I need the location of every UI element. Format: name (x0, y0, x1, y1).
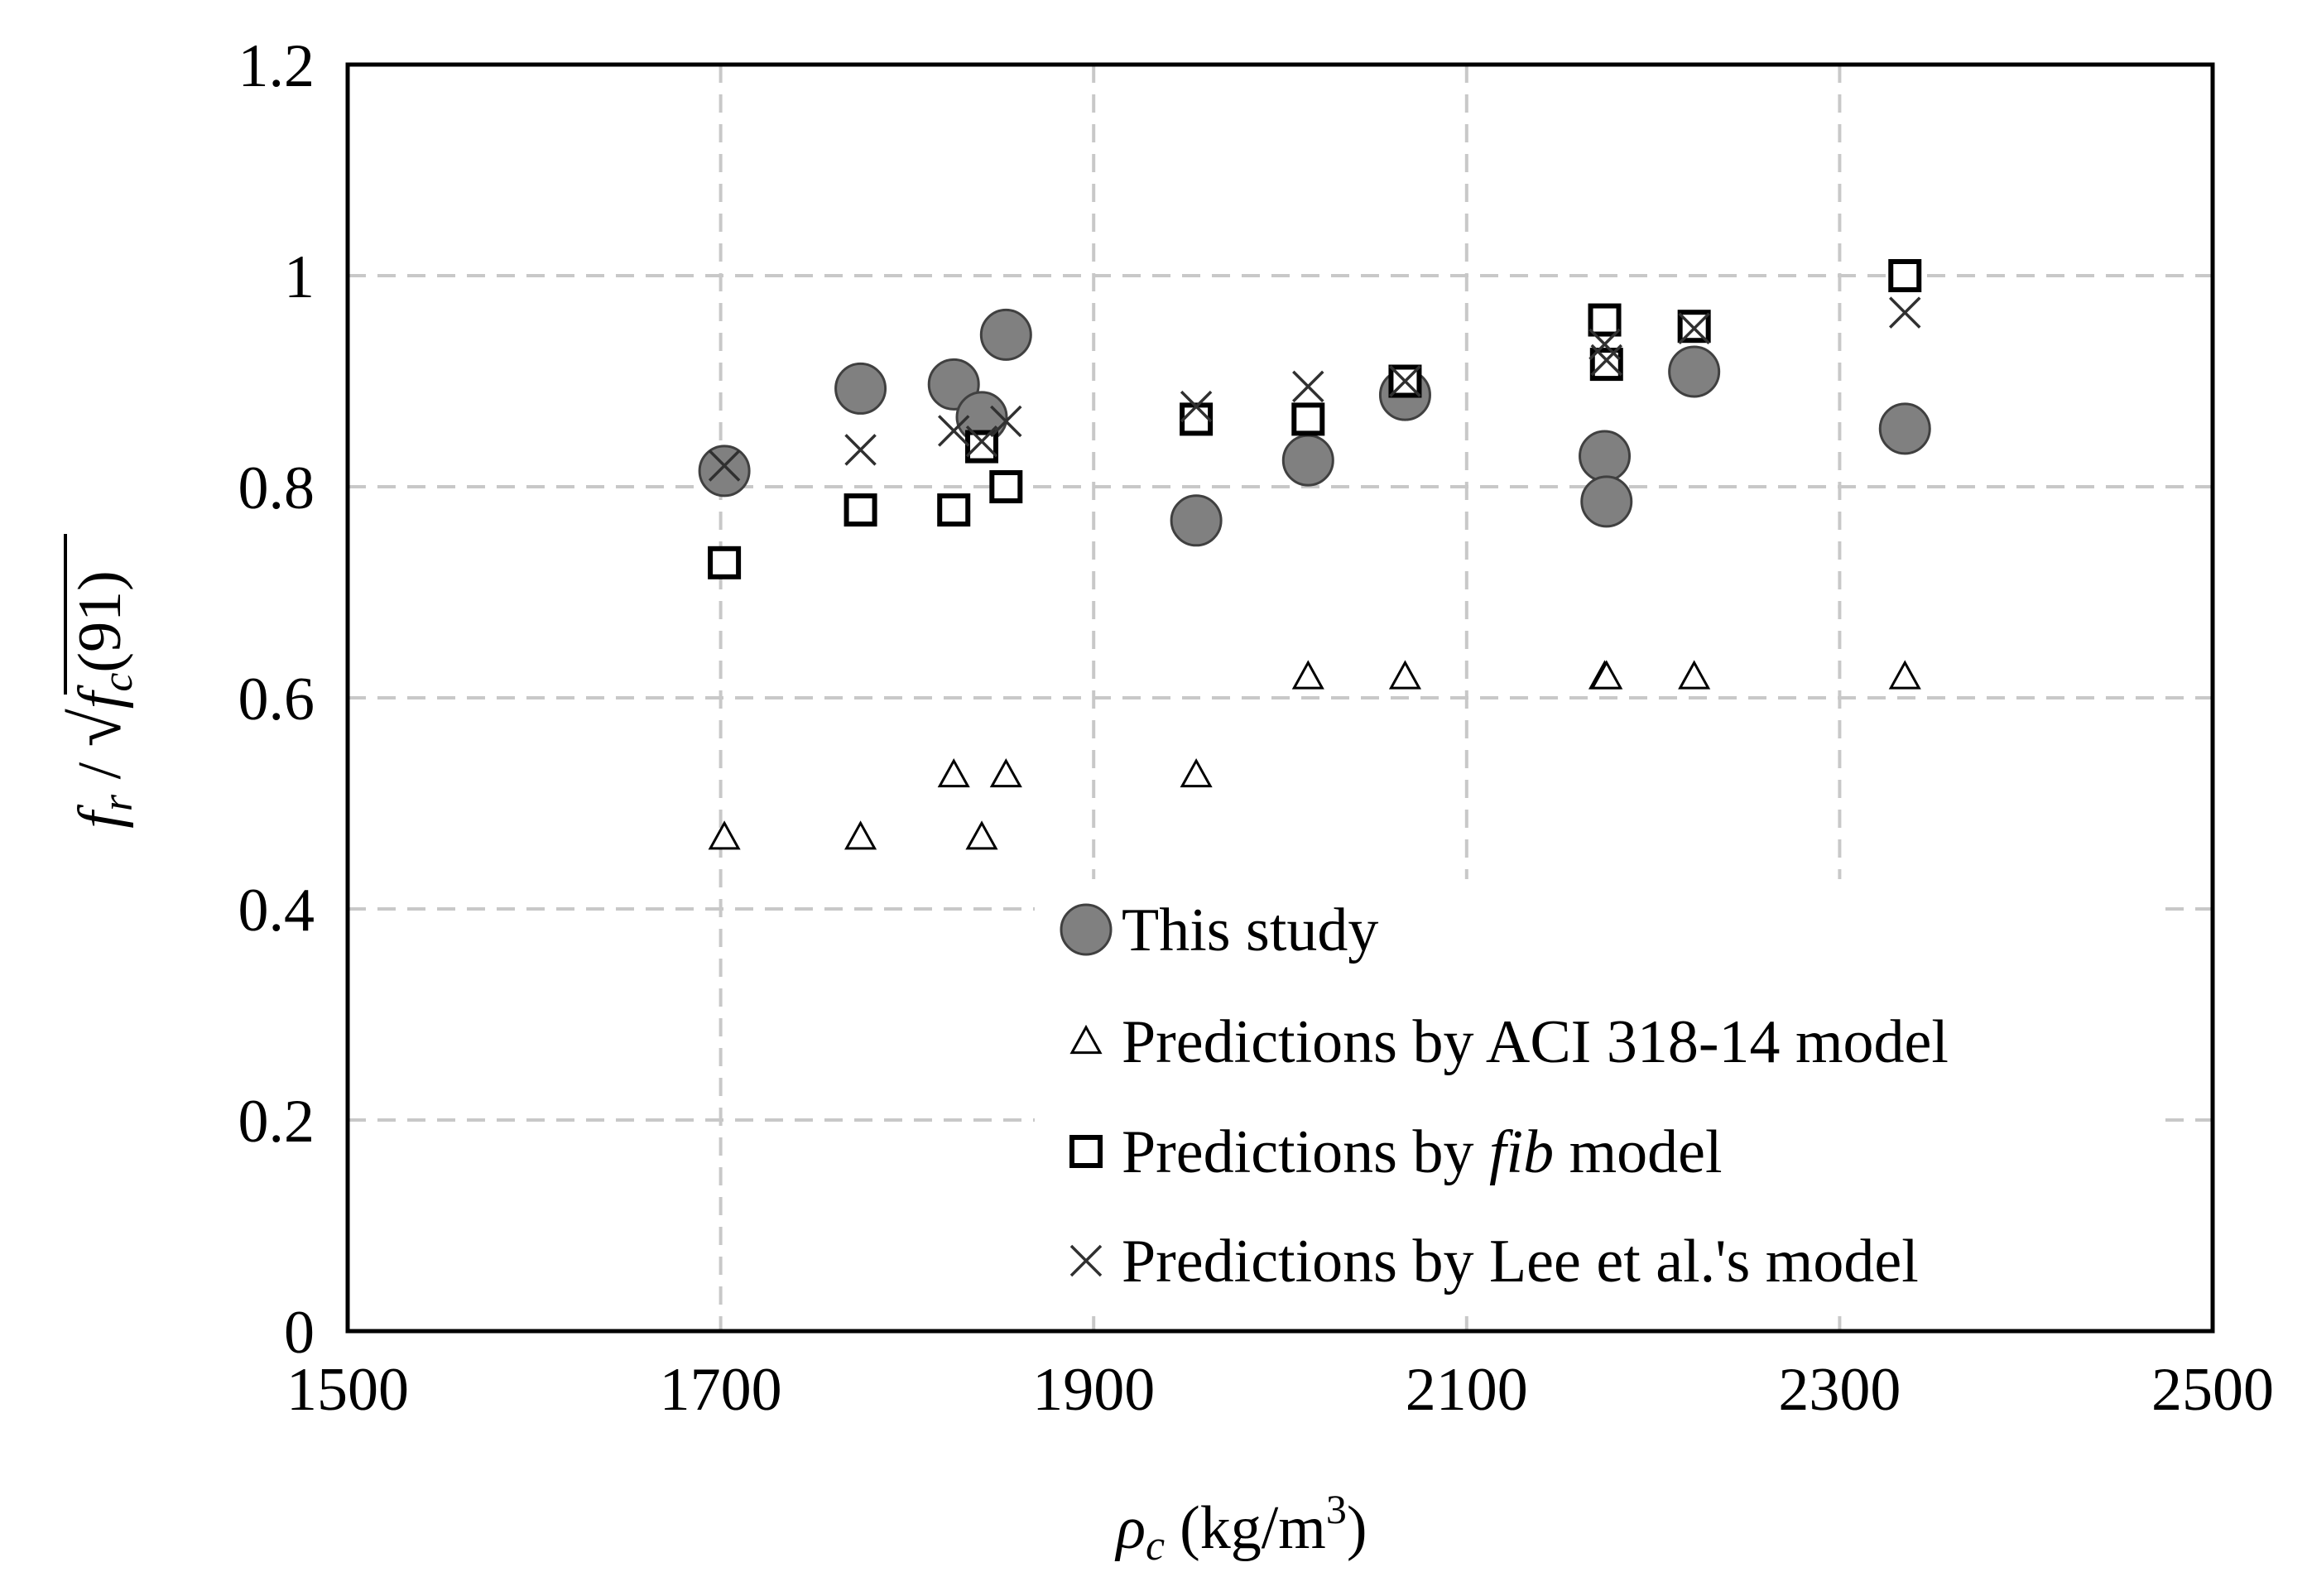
lee-prediction-point (937, 415, 970, 447)
y-tick-label: 0.4 (238, 877, 315, 945)
plot-frame (345, 62, 2215, 1334)
series-1 (708, 660, 1921, 850)
legend-fib-prefix: Predictions by (1122, 1118, 1489, 1186)
y-tick-label: 0.6 (238, 666, 315, 733)
x-title-sup: 3 (1326, 1486, 1347, 1532)
x-tick-label: 2300 (1778, 1356, 1901, 1424)
aci-prediction-point (844, 820, 877, 850)
aci-prediction-point (1388, 660, 1422, 690)
this-study-point (1281, 434, 1334, 487)
fib-prediction-point (989, 470, 1023, 503)
fib-prediction-point (965, 430, 999, 464)
aci-prediction-point (1180, 757, 1213, 788)
legend-background (1035, 879, 2160, 1310)
aci-prediction-point (937, 757, 970, 788)
lee-prediction-point (990, 405, 1022, 438)
lee-prediction-point (1588, 328, 1621, 361)
legend-marker-circle (1060, 903, 1113, 956)
aci-prediction-point (1678, 660, 1711, 690)
y-tick-label: 1.2 (238, 32, 315, 100)
x-tick-label: 1900 (1032, 1356, 1155, 1424)
y-tick-label: 0.2 (238, 1088, 315, 1156)
legend-label-lee: Predictions by Lee et al.'s model (1122, 1228, 1919, 1296)
y-title-sub1: r (94, 794, 142, 811)
this-study-point (1579, 430, 1632, 483)
data-marks (698, 259, 1931, 850)
legend-label-this-study: This study (1122, 897, 1378, 964)
x-tick-labels: 1500 1700 1900 2100 2300 2500 (286, 1356, 2274, 1424)
x-tick-label: 1700 (660, 1356, 782, 1424)
y-tick-label: 1 (284, 243, 315, 311)
grid-lines (348, 65, 2213, 1331)
aci-prediction-point (1590, 660, 1623, 690)
y-tick-labels: 0 0.2 0.4 0.6 0.8 1 1.2 (238, 32, 315, 1367)
svg-text:fr / √fc(91): fr / √fc(91) (59, 570, 142, 828)
lee-prediction-point (965, 425, 998, 458)
lee-prediction-point (1180, 390, 1213, 423)
lee-prediction-point (1678, 312, 1710, 344)
aci-prediction-point (1888, 660, 1921, 690)
this-study-point (1668, 345, 1721, 398)
legend-fib-suffix: model (1554, 1118, 1722, 1186)
x-title-unit: (kg/m (1180, 1494, 1326, 1562)
y-tick-label: 0.8 (238, 454, 315, 522)
this-study-point (1580, 475, 1633, 528)
this-study-point (1170, 494, 1223, 547)
legend-label-aci: Predictions by ACI 318-14 model (1122, 1008, 1949, 1076)
aci-prediction-point (965, 820, 998, 850)
lee-prediction-point (1590, 344, 1623, 377)
y-axis-title: fr / √fc(91) (59, 534, 142, 829)
legend: This study Predictions by ACI 318-14 mod… (1035, 879, 2160, 1310)
legend-label-fib: Predictions by fib model (1122, 1118, 1723, 1186)
series-3 (708, 296, 1921, 482)
x-tick-label: 1500 (286, 1356, 409, 1424)
fib-prediction-point (1588, 303, 1622, 337)
y-title-root: √ (59, 708, 136, 747)
legend-marker-triangle (1069, 1024, 1103, 1055)
lee-prediction-point (1889, 296, 1921, 329)
fib-prediction-point (708, 546, 742, 579)
x-title-sub: c (1146, 1522, 1165, 1570)
lee-prediction-point (844, 434, 877, 466)
y-title-tail: (91) (66, 570, 134, 672)
fib-prediction-point (1677, 310, 1711, 344)
lee-prediction-point (708, 449, 741, 482)
fib-prediction-point (1888, 259, 1922, 292)
series-2 (708, 259, 1922, 579)
this-study-point (979, 308, 1032, 361)
x-axis-title: ρc (kg/m3) (1114, 1486, 1367, 1570)
lee-prediction-point (1389, 365, 1421, 397)
legend-markers (1060, 903, 1113, 1277)
legend-fib-italic: fib (1489, 1118, 1554, 1186)
y-title-sub2: c (94, 673, 142, 692)
legend-marker-x (1069, 1244, 1103, 1277)
aci-prediction-point (1291, 660, 1324, 690)
fib-prediction-point (1291, 402, 1325, 436)
x-title-close: ) (1347, 1494, 1367, 1562)
aci-prediction-point (708, 820, 741, 850)
this-study-point (698, 445, 751, 498)
y-title-slash: / (66, 747, 134, 795)
this-study-point (834, 362, 887, 415)
lee-prediction-point (1292, 370, 1324, 403)
fib-prediction-point (937, 493, 971, 527)
y-tick-label: 0 (284, 1299, 315, 1367)
x-tick-label: 2500 (2151, 1356, 2274, 1424)
x-tick-label: 2100 (1406, 1356, 1528, 1424)
aci-prediction-point (989, 757, 1022, 788)
legend-marker-square (1069, 1135, 1103, 1168)
x-title-symbol: ρ (1114, 1494, 1146, 1562)
fib-prediction-point (1180, 402, 1214, 436)
this-study-point (1878, 402, 1931, 455)
fib-prediction-point (843, 493, 877, 527)
